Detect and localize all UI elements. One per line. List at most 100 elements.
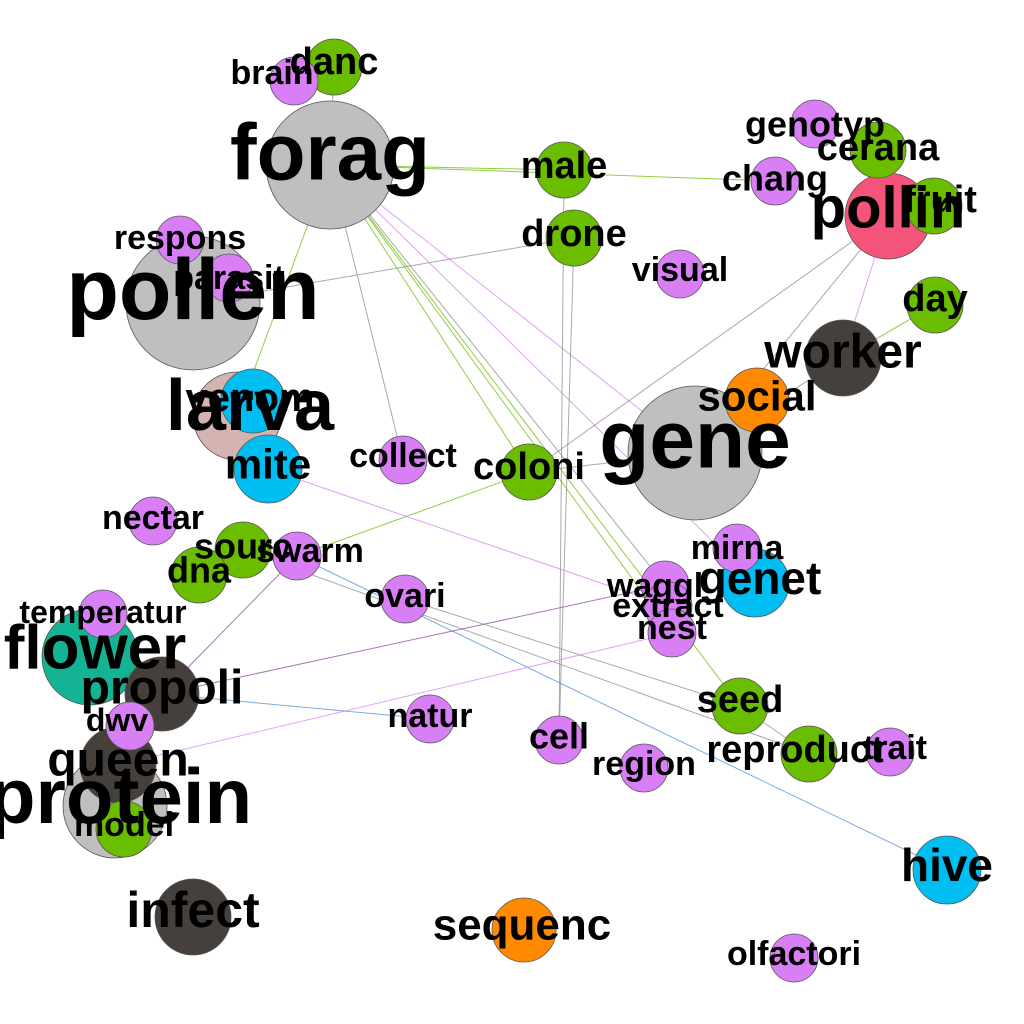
node-reproduct[interactable]: [780, 725, 838, 783]
node-mirna[interactable]: [712, 523, 762, 573]
node-brain[interactable]: [269, 56, 319, 106]
node-label-sourc: sourc: [194, 526, 292, 567]
node-sourc[interactable]: [214, 521, 272, 579]
node-sequenc[interactable]: [491, 897, 557, 963]
node-coloni[interactable]: [500, 443, 558, 501]
node-label-drone: drone: [521, 213, 627, 255]
node-nest[interactable]: [647, 608, 697, 658]
node-label-sequenc: sequenc: [433, 901, 612, 950]
node-label-region: region: [592, 745, 696, 783]
node-label-forag: forag: [230, 108, 430, 197]
node-label-genotyp: genotyp: [745, 104, 885, 145]
node-label-danc: danc: [290, 41, 379, 83]
node-label-visual: visual: [632, 251, 728, 289]
edge-mite-extract: [267, 468, 669, 607]
node-hive[interactable]: [912, 835, 982, 905]
edge-propoli-natur: [161, 693, 431, 720]
node-label-hive: hive: [901, 839, 993, 891]
node-trait[interactable]: [865, 727, 915, 777]
node-label-coloni: coloni: [473, 446, 585, 488]
node-label-swarm: swarm: [256, 532, 364, 570]
node-label-mirna: mirna: [691, 529, 785, 567]
node-label-nest: nest: [637, 609, 707, 647]
node-cerana[interactable]: [849, 121, 907, 179]
node-label-cerana: cerana: [817, 127, 940, 169]
node-label-worker: worker: [763, 326, 921, 379]
node-label-male: male: [521, 145, 608, 187]
node-model[interactable]: [95, 800, 153, 858]
node-label-trait: trait: [863, 729, 927, 767]
node-label-protein: protein: [0, 752, 252, 840]
edge-drone-cell: [558, 237, 575, 741]
node-layer: forag pollen gene larva protein flower pollin w…: [0, 38, 993, 983]
node-label-larva: larva: [166, 366, 335, 446]
node-label-venom: venom: [186, 376, 315, 420]
node-label-pollen: pollen: [66, 242, 319, 338]
node-ovari[interactable]: [380, 574, 430, 624]
node-region[interactable]: [619, 743, 669, 793]
node-visual[interactable]: [655, 249, 705, 299]
edge-pollin-coloni: [528, 215, 889, 473]
node-label-mite: mite: [225, 441, 311, 488]
node-label-model: model: [74, 806, 174, 844]
node-label-gene: gene: [599, 395, 790, 486]
node-label-day: day: [902, 278, 967, 320]
node-label-temperatur: temperatur: [19, 594, 186, 630]
node-label-flower: flower: [4, 614, 187, 683]
node-fruit[interactable]: [905, 177, 963, 235]
edge-sourc-reproduct: [242, 549, 810, 755]
edge-male-cell: [558, 169, 565, 741]
node-label-propoli: propoli: [81, 662, 244, 715]
node-dna[interactable]: [170, 546, 228, 604]
node-dwv[interactable]: [105, 701, 155, 751]
node-worker[interactable]: [804, 319, 882, 397]
edge-ovari-seed: [404, 598, 741, 707]
node-mite[interactable]: [233, 434, 303, 504]
node-day[interactable]: [906, 276, 964, 334]
node-social[interactable]: [724, 367, 790, 433]
node-chang[interactable]: [750, 156, 800, 206]
node-label-genet: genet: [699, 552, 822, 604]
node-label-chang: chang: [722, 158, 828, 199]
node-label-respons: respons: [114, 219, 246, 257]
node-forag[interactable]: [265, 100, 395, 230]
edge-forag-gene: [329, 164, 696, 454]
node-label-extract: extract: [612, 587, 724, 625]
node-nectar[interactable]: [128, 496, 178, 546]
node-label-dna: dna: [167, 550, 232, 591]
node-label-queen: queen: [47, 734, 188, 787]
node-label-seed: seed: [697, 679, 784, 721]
node-swarm[interactable]: [272, 531, 322, 581]
node-labels: forag pollen gene larva protein flower pollin w…: [0, 41, 993, 973]
node-infect[interactable]: [154, 878, 232, 956]
node-label-dwv: dwv: [86, 702, 148, 738]
node-male[interactable]: [535, 141, 593, 199]
node-label-fruit: fruit: [903, 179, 977, 221]
node-cell[interactable]: [534, 715, 584, 765]
node-label-natur: natur: [388, 697, 473, 735]
node-label-infect: infect: [126, 882, 260, 938]
node-drone[interactable]: [545, 209, 603, 267]
node-natur[interactable]: [405, 694, 455, 744]
node-respons[interactable]: [155, 215, 205, 265]
node-gene[interactable]: [627, 385, 763, 521]
node-collect[interactable]: [378, 435, 428, 485]
node-venom[interactable]: [220, 368, 286, 434]
node-olfactori[interactable]: [769, 933, 819, 983]
node-label-cell: cell: [529, 716, 589, 757]
node-label-brain: brain: [230, 54, 313, 92]
edge-forag-nest: [329, 164, 673, 634]
node-circles: [41, 38, 982, 983]
node-temperatur[interactable]: [78, 589, 128, 639]
node-label-collect: collect: [349, 437, 457, 475]
node-seed[interactable]: [711, 677, 769, 735]
edge-coloni-swarm: [296, 471, 530, 557]
edge-forag-waggl: [329, 164, 666, 586]
node-genotyp[interactable]: [790, 99, 840, 149]
node-parasit[interactable]: [204, 253, 254, 303]
node-label-waggl: waggl: [606, 567, 703, 605]
node-label-nectar: nectar: [102, 499, 204, 537]
node-label-reproduct: reproduct: [706, 729, 884, 771]
node-label-parasit: parasit: [173, 259, 285, 297]
